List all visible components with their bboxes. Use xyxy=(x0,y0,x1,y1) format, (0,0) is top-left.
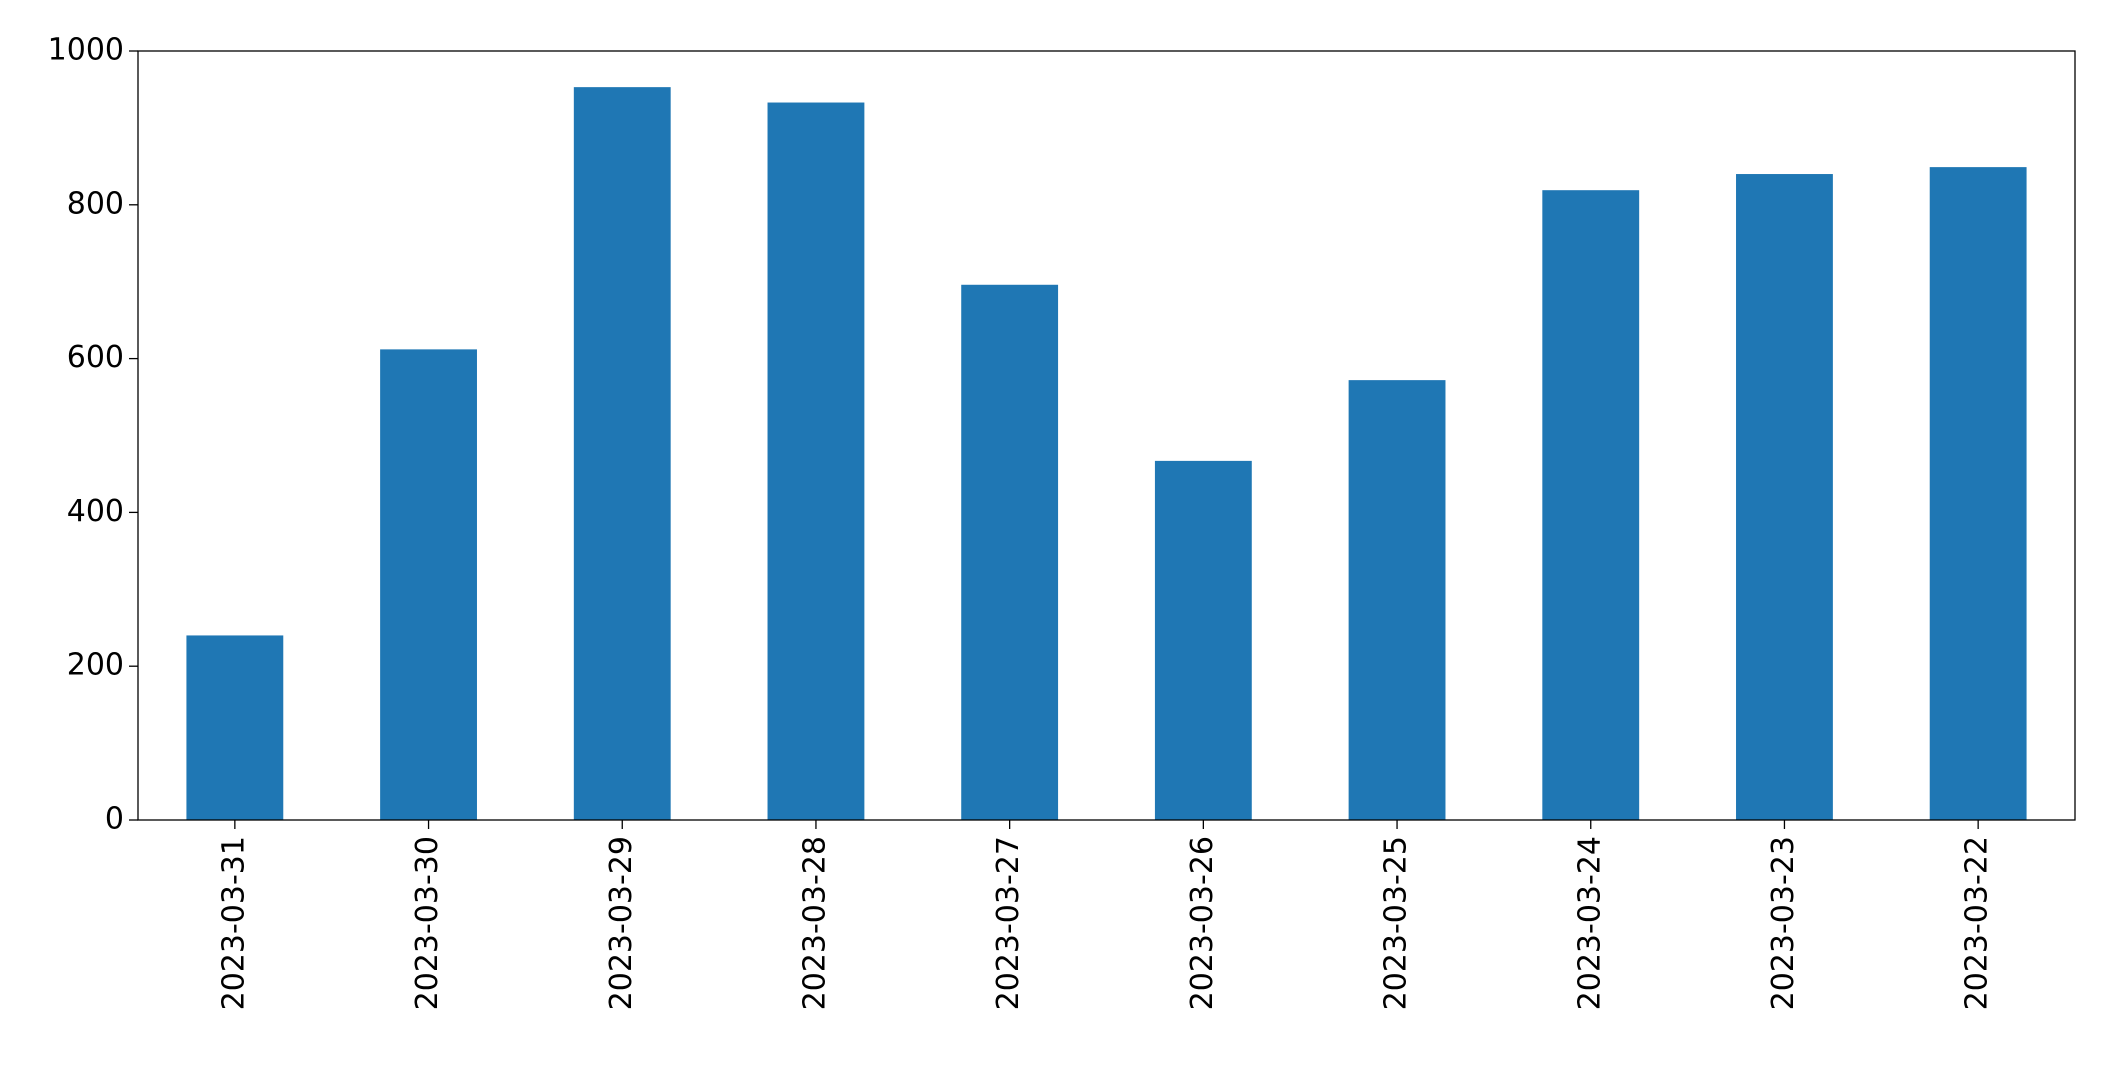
bar xyxy=(573,87,671,820)
bar xyxy=(186,635,284,820)
bar xyxy=(1736,174,1833,821)
y-tick-label: 200 xyxy=(67,648,124,683)
bar xyxy=(1929,167,2027,820)
y-tick-label: 800 xyxy=(67,186,124,221)
bar xyxy=(1154,460,1252,820)
plot-frame xyxy=(137,50,2076,821)
x-tick-label: 2023-03-26 xyxy=(1185,836,1220,1010)
x-tick-label: 2023-03-27 xyxy=(991,836,1026,1010)
x-tick-label: 2023-03-31 xyxy=(216,836,251,1010)
bar xyxy=(767,102,865,820)
bar xyxy=(380,349,477,820)
y-tick-label: 0 xyxy=(105,802,124,837)
x-tick-label: 2023-03-29 xyxy=(604,836,639,1010)
bar xyxy=(961,284,1059,820)
y-tick-label: 600 xyxy=(67,340,124,375)
bar xyxy=(1542,190,1640,821)
x-tick-label: 2023-03-28 xyxy=(797,836,832,1010)
x-tick-label: 2023-03-22 xyxy=(1960,836,1995,1010)
x-tick-label: 2023-03-30 xyxy=(410,836,445,1010)
x-tick-label: 2023-03-24 xyxy=(1572,836,1607,1010)
y-tick-label: 400 xyxy=(67,494,124,529)
bar xyxy=(1348,380,1446,820)
y-tick-label: 1000 xyxy=(48,33,124,68)
x-tick-label: 2023-03-23 xyxy=(1766,836,1801,1010)
x-tick-label: 2023-03-25 xyxy=(1379,836,1414,1010)
